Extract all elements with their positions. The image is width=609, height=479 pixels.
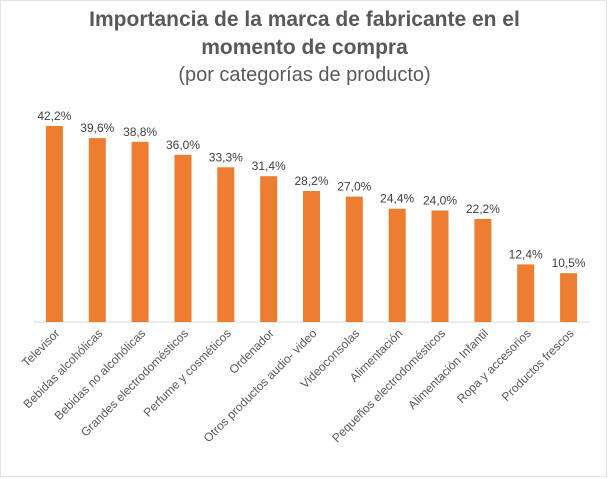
data-label: 36,0%: [166, 138, 200, 152]
bar: [431, 210, 449, 322]
category-label: Bebidas alcohólicas: [21, 326, 106, 411]
data-label: 24,4%: [380, 192, 414, 206]
bar: [517, 264, 535, 322]
bar: [88, 138, 106, 322]
chart-title-line2: momento de compra: [201, 36, 408, 59]
bar: [303, 191, 320, 322]
data-label: 39,6%: [80, 121, 114, 135]
data-label: 12,4%: [509, 247, 543, 261]
bar: [345, 196, 363, 322]
category-label: Televisor: [19, 326, 62, 369]
chart-title-line1: Importancia de la marca de fabricante en…: [89, 8, 520, 31]
bar: [388, 208, 406, 322]
data-label: 42,2%: [37, 109, 71, 123]
bar: [45, 126, 63, 322]
data-label: 27,0%: [337, 180, 371, 194]
data-label: 31,4%: [252, 159, 286, 173]
data-label: 24,0%: [423, 194, 457, 208]
chart-subtitle: (por categorías de producto): [178, 64, 431, 86]
data-label: 10,5%: [552, 256, 586, 270]
data-label: 28,2%: [294, 174, 328, 188]
bar: [560, 273, 578, 322]
category-label: Alimentación Infantil: [405, 326, 491, 412]
bar: [174, 154, 192, 322]
category-label: Perfume y cosméticos: [141, 326, 234, 419]
category-label: Ropa y accesorios: [454, 326, 534, 406]
data-label: 38,8%: [123, 125, 157, 139]
bar: [131, 141, 149, 322]
bar: [217, 167, 235, 322]
data-label: 33,3%: [209, 150, 243, 164]
category-label: Productos frescos: [499, 326, 577, 404]
bar: [260, 176, 278, 322]
bar: [474, 218, 492, 322]
data-label: 22,2%: [466, 202, 500, 216]
